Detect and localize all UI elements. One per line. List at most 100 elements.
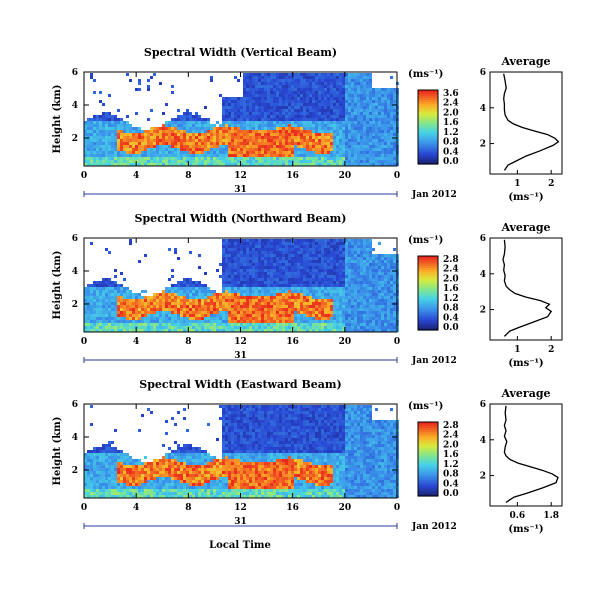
colorbar-tick-label: 1.2 [443, 460, 459, 470]
x-tick-label: 16 [286, 171, 299, 181]
colorbar-tick-label: 0.4 [443, 147, 459, 157]
y-tick-label: 4 [72, 267, 78, 277]
panel-title: Spectral Width (Eastward Beam) [139, 378, 341, 391]
profile-line [503, 73, 560, 171]
profile-line [503, 405, 559, 503]
y-tick-label: 2 [72, 300, 78, 310]
x-tick-label: 20 [339, 171, 352, 181]
profile-frame [489, 403, 563, 507]
colorbar-tick-label: 0.0 [443, 323, 459, 333]
x-tick-label: 4 [133, 503, 139, 513]
x-tick-label: 0 [81, 503, 87, 513]
colorbar [417, 421, 439, 497]
panel-2: Spectral Width (Northward Beam) 2 4 6 Height… [52, 212, 563, 369]
colorbar-unit: (ms⁻¹) [408, 401, 443, 412]
colorbar-tick-label: 0.0 [443, 157, 459, 167]
profile-x-label: (ms⁻¹) [508, 524, 543, 535]
x-axis-label: Local Time [209, 540, 271, 551]
colorbar-tick-label: 1.6 [443, 450, 459, 460]
colorbar-tick-label: 1.2 [443, 128, 459, 138]
month-label: Jan 2012 [411, 356, 457, 366]
profile-x-tick-label: 1 [514, 345, 520, 355]
panel-title: Spectral Width (Vertical Beam) [144, 46, 337, 59]
x-tick-label: 16 [286, 503, 299, 513]
y-tick-label: 6 [72, 68, 78, 78]
profile-y-tick-label: 4 [480, 104, 486, 114]
heatmap-field [84, 239, 399, 332]
x-tick-label: 8 [185, 503, 191, 513]
colorbar-tick-label: 0.8 [443, 138, 459, 148]
y-tick-label: 2 [72, 134, 78, 144]
profile-title: Average [500, 221, 550, 234]
date-label: 31 [234, 185, 247, 195]
colorbar-tick-label: 1.6 [443, 118, 459, 128]
x-tick-label: 20 [339, 337, 352, 347]
x-tick-label: 4 [133, 337, 139, 347]
x-tick-label: 12 [234, 337, 247, 347]
profile-title: Average [500, 387, 550, 400]
colorbar-tick-label: 2.4 [443, 265, 459, 275]
profile-x-tick-label: 2 [548, 345, 554, 355]
profile-frame [489, 71, 563, 175]
colorbar-tick-label: 2.0 [443, 440, 459, 450]
y-tick-label: 4 [72, 101, 78, 111]
colorbar-tick-label: 2.0 [443, 274, 459, 284]
profile-line [502, 239, 553, 337]
x-tick-label: 16 [286, 337, 299, 347]
colorbar-unit: (ms⁻¹) [408, 69, 443, 80]
x-tick-label: 0 [394, 337, 400, 347]
x-tick-label: 0 [81, 337, 87, 347]
profile-x-tick-label: 2 [548, 179, 554, 189]
colorbar [417, 255, 439, 331]
profile-x-label: (ms⁻¹) [508, 192, 543, 203]
panel-1: Spectral Width (Vertical Beam) 2 4 6 Height … [52, 46, 563, 203]
x-tick-label: 12 [234, 171, 247, 181]
x-tick-label: 12 [234, 503, 247, 513]
colorbar-unit: (ms⁻¹) [408, 235, 443, 246]
x-tick-label: 8 [185, 337, 191, 347]
colorbar-tick-label: 0.4 [443, 479, 459, 489]
x-tick-label: 8 [185, 171, 191, 181]
colorbar-tick-label: 3.6 [443, 89, 459, 99]
profile-y-tick-label: 4 [480, 436, 486, 446]
colorbar-tick-label: 0.4 [443, 313, 459, 323]
colorbar-tick-label: 2.8 [443, 421, 459, 431]
panel-3: Spectral Width (Eastward Beam) 2 4 6 Height … [52, 378, 563, 535]
profile-frame [489, 237, 563, 341]
profile-x-tick-label: 1.8 [543, 511, 559, 521]
y-axis-label: Height (km) [52, 251, 63, 320]
profile-y-tick-label: 2 [480, 306, 486, 316]
x-tick-label: 0 [81, 171, 87, 181]
heatmap-field [84, 73, 399, 166]
profile-y-tick-label: 6 [480, 68, 486, 78]
y-tick-label: 2 [72, 466, 78, 476]
profile-x-label: (ms⁻¹) [508, 358, 543, 369]
panel-title: Spectral Width (Northward Beam) [135, 212, 347, 225]
x-tick-label: 4 [133, 171, 139, 181]
y-axis-label: Height (km) [52, 417, 63, 486]
colorbar-tick-label: 1.6 [443, 284, 459, 294]
colorbar-tick-label: 0.8 [443, 470, 459, 480]
profile-y-tick-label: 4 [480, 270, 486, 280]
y-tick-label: 6 [72, 234, 78, 244]
colorbar [417, 89, 439, 165]
colorbar-tick-label: 0.0 [443, 489, 459, 499]
profile-title: Average [500, 55, 550, 68]
colorbar-tick-label: 0.8 [443, 304, 459, 314]
date-label: 31 [234, 351, 247, 361]
y-tick-label: 6 [72, 400, 78, 410]
y-tick-label: 4 [72, 433, 78, 443]
profile-y-tick-label: 2 [480, 140, 486, 150]
date-label: 31 [234, 517, 247, 527]
x-tick-label: 0 [394, 503, 400, 513]
month-label: Jan 2012 [411, 190, 457, 200]
y-axis-label: Height (km) [52, 85, 63, 154]
profile-x-tick-label: 1 [514, 179, 520, 189]
colorbar-tick-label: 2.4 [443, 99, 459, 109]
colorbar-tick-label: 2.4 [443, 431, 459, 441]
month-label: Jan 2012 [411, 522, 457, 532]
colorbar-tick-label: 1.2 [443, 294, 459, 304]
x-tick-label: 20 [339, 503, 352, 513]
heatmap-field [84, 405, 399, 498]
